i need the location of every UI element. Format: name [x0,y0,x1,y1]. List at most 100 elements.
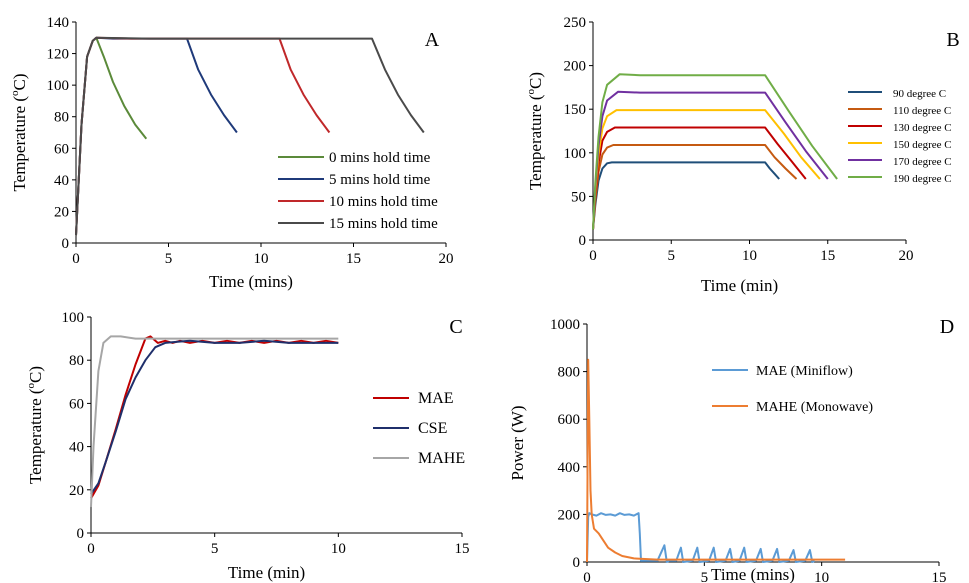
series-line-1 [90,335,339,499]
y-tick-label: 800 [558,365,581,381]
x-tick-label: 20 [439,251,454,267]
chart-panel-b: 0 50 100 150 200 250 0 5 10 15 20 Time (min) Tempera… [525,15,960,295]
series-line-3 [75,36,331,236]
series-line-5 [592,90,829,230]
y-tick-label: 200 [564,59,587,75]
x-tick-label: 20 [899,248,914,264]
y-axis-label-superscript: o [525,88,537,94]
x-tick-label: 15 [455,541,470,557]
y-tick-label: 0 [62,236,70,252]
x-axis-label: Time (mins) [711,565,795,583]
x-tick-label: 10 [814,570,829,583]
chart-panel-a: 0 20 40 60 80 100 120 140 0 5 10 15 20 Time (mins) Tem… [9,15,454,291]
series-line-2 [592,144,798,230]
y-tick-label: 20 [54,204,69,220]
x-tick-label: 5 [701,570,709,583]
y-tick-label: 400 [558,460,581,476]
legend-label-2: MAHE (Monowave) [756,400,873,415]
series-line-1 [592,161,780,230]
legend-label-1: MAE [418,390,454,407]
series-line-4 [75,36,425,236]
y-axis-label-main: Temperature ( [10,96,29,192]
y-tick-label: 100 [62,310,85,326]
legend-label-2: 110 degree C [893,105,951,117]
x-tick-label: 5 [165,251,173,267]
series-line-2 [75,36,238,236]
legend-label-3: 10 mins hold time [329,194,438,210]
x-tick-label: 10 [331,541,346,557]
panel-letter: B [946,29,959,51]
y-tick-label: 60 [54,141,69,157]
y-tick-label: 50 [571,189,586,205]
y-tick-label: 40 [69,440,84,456]
series-line-2 [586,358,846,563]
y-tick-label: 200 [558,507,581,523]
x-axis-label: Time (min) [228,563,305,582]
y-axis-label: Temperature (oC) [9,73,29,191]
y-tick-label: 40 [54,173,69,189]
y-tick-label: 0 [579,233,587,249]
legend-label-3: MAHE [418,450,465,467]
x-tick-label: 0 [87,541,95,557]
x-tick-label: 15 [346,251,361,267]
y-tick-label: 80 [54,110,69,126]
x-tick-label: 15 [820,248,835,264]
y-axis-label-unit: C) [26,366,45,383]
x-tick-label: 0 [583,570,591,583]
legend: 90 degree C 110 degree C 130 degree C 150 d… [848,88,952,185]
x-tick-label: 0 [72,251,80,267]
y-tick-label: 250 [564,15,587,31]
panel-letter: C [449,316,462,338]
legend-label-1: 90 degree C [893,88,946,100]
legend-label-3: 130 degree C [893,122,952,134]
y-tick-label: 0 [573,555,581,571]
series-line-2 [90,339,339,495]
legend-label-1: 0 mins hold time [329,150,431,166]
y-tick-label: 80 [69,353,84,369]
y-axis-label: Temperature (oC) [25,366,45,484]
y-axis-label: Temperature (oC) [525,72,545,190]
y-axis-label-main: Temperature ( [526,94,545,190]
x-axis-label: Time (min) [701,276,778,295]
x-tick-label: 5 [668,248,676,264]
series-line-3 [90,335,339,508]
x-axis-label: Time (mins) [209,272,293,291]
x-tick-label: 10 [254,251,269,267]
y-axis-label-main: Temperature ( [26,388,45,484]
y-axis-label-superscript: o [9,90,21,96]
y-tick-label: 60 [69,396,84,412]
y-tick-label: 0 [77,526,85,542]
series-line-3 [592,126,807,230]
y-tick-label: 20 [69,483,84,499]
series-line-6 [592,73,838,230]
legend-label-2: CSE [418,420,447,437]
y-axis-label-unit: C) [10,73,29,90]
y-tick-label: 140 [47,15,70,31]
legend-label-4: 150 degree C [893,139,952,151]
y-axis-label-superscript: o [25,382,37,388]
legend-label-6: 190 degree C [893,173,952,185]
legend: MAE CSE MAHE [373,390,465,467]
panel-letter: A [425,29,440,51]
legend-label-1: MAE (Miniflow) [756,364,853,379]
legend: MAE (Miniflow) MAHE (Monowave) [712,364,873,415]
series-line-1 [586,512,816,563]
panel-letter: D [940,316,954,338]
chart-panel-d: 0 200 400 600 800 1000 0 5 10 15 Time (mins) Power … [508,316,954,583]
legend-label-5: 170 degree C [893,156,952,168]
legend-label-2: 5 mins hold time [329,172,431,188]
y-axis-label: Power (W) [508,405,527,480]
y-tick-label: 1000 [550,317,580,333]
y-tick-label: 100 [564,146,587,162]
x-tick-label: 0 [589,248,597,264]
x-tick-label: 10 [742,248,757,264]
y-tick-label: 600 [558,412,581,428]
legend-label-4: 15 mins hold time [329,216,438,232]
y-tick-label: 100 [47,78,70,94]
y-tick-label: 150 [564,102,587,118]
y-tick-label: 120 [47,47,70,63]
x-tick-label: 5 [211,541,219,557]
y-axis-label-unit: C) [526,72,545,89]
x-tick-label: 15 [932,570,947,583]
